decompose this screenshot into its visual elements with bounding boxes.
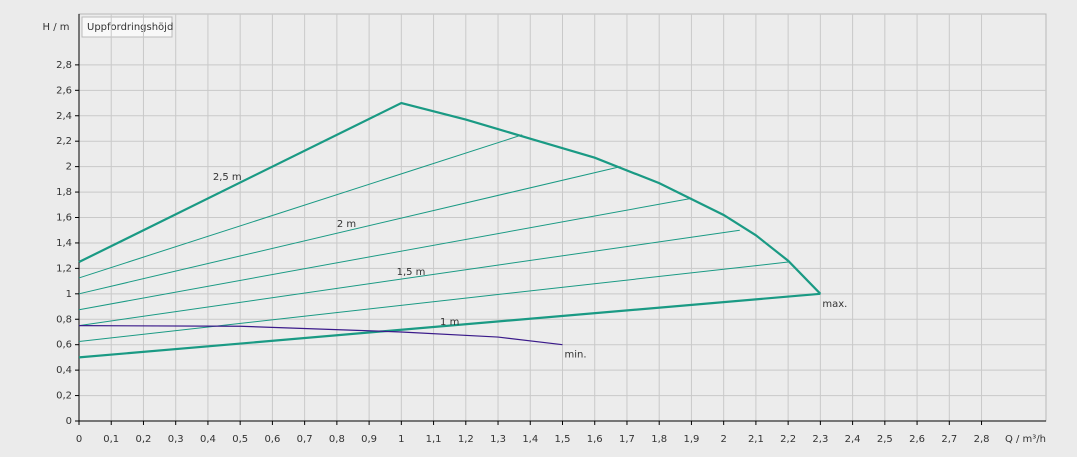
x-axis-label: Q / m³/h xyxy=(1005,434,1046,445)
x-tick-label: 1,8 xyxy=(651,434,667,445)
y-tick-label: 2 xyxy=(66,162,72,173)
title-box xyxy=(81,16,173,38)
x-tick-label: 0,2 xyxy=(136,434,152,445)
x-tick-label: 0,6 xyxy=(264,434,280,445)
y-axis-label: H / m xyxy=(43,22,70,33)
y-tick-label: 0,6 xyxy=(56,340,72,351)
curve xyxy=(78,325,563,346)
y-tick-label: 2,4 xyxy=(56,111,72,122)
x-tick-label: 0,1 xyxy=(103,434,119,445)
y-tick-label: 1 xyxy=(66,289,72,300)
x-tick-label: 0,4 xyxy=(200,434,216,445)
x-tick-label: 1,1 xyxy=(426,434,442,445)
curve-label: max. xyxy=(822,299,847,310)
x-tick-label: 1,3 xyxy=(490,434,506,445)
curve xyxy=(78,134,523,279)
y-tick-label: 2,6 xyxy=(56,85,72,96)
curve xyxy=(78,197,692,311)
x-tick-label: 0,7 xyxy=(297,434,313,445)
x-tick-label: 2 xyxy=(720,434,726,445)
curve xyxy=(78,101,822,295)
y-tick-label: 1,4 xyxy=(56,238,72,249)
x-tick-label: 0,8 xyxy=(329,434,345,445)
y-tick-label: 0,4 xyxy=(56,365,72,376)
annotation: 1,5 m xyxy=(397,267,426,278)
x-tick-label: 2,8 xyxy=(974,434,990,445)
x-tick-label: 1 xyxy=(398,434,404,445)
curve xyxy=(78,229,740,327)
x-tick-label: 1,4 xyxy=(522,434,538,445)
curve xyxy=(78,292,821,359)
y-tick-label: 2,2 xyxy=(56,136,72,147)
x-tick-label: 1,7 xyxy=(619,434,635,445)
x-tick-label: 0,3 xyxy=(168,434,184,445)
annotation: 2 m xyxy=(337,219,356,230)
x-tick-label: 2,5 xyxy=(877,434,893,445)
y-tick-label: 1,8 xyxy=(56,187,72,198)
y-tick-label: 1,6 xyxy=(56,213,72,224)
x-tick-label: 0 xyxy=(76,434,82,445)
annotation: 1 m xyxy=(440,317,459,328)
y-tick-label: 2,8 xyxy=(56,60,72,71)
curve xyxy=(78,166,621,295)
chart-title: Uppfordringshöjd xyxy=(87,22,173,33)
x-tick-label: 2,2 xyxy=(780,434,796,445)
x-tick-label: 2,6 xyxy=(909,434,925,445)
x-tick-label: 2,1 xyxy=(748,434,764,445)
y-tick-label: 0,8 xyxy=(56,314,72,325)
y-tick-label: 0 xyxy=(66,416,72,427)
curve xyxy=(78,261,789,343)
annotation: 2,5 m xyxy=(213,172,242,183)
curve-label: min. xyxy=(565,350,587,361)
x-tick-label: 1,9 xyxy=(683,434,699,445)
x-tick-label: 0,9 xyxy=(361,434,377,445)
y-tick-label: 1,2 xyxy=(56,263,72,274)
x-tick-label: 1,5 xyxy=(555,434,571,445)
x-tick-label: 2,4 xyxy=(845,434,861,445)
x-tick-label: 2,3 xyxy=(812,434,828,445)
x-tick-label: 2,7 xyxy=(941,434,957,445)
y-tick-label: 0,2 xyxy=(56,391,72,402)
x-tick-label: 1,2 xyxy=(458,434,474,445)
x-tick-label: 1,6 xyxy=(587,434,603,445)
x-tick-label: 0,5 xyxy=(232,434,248,445)
